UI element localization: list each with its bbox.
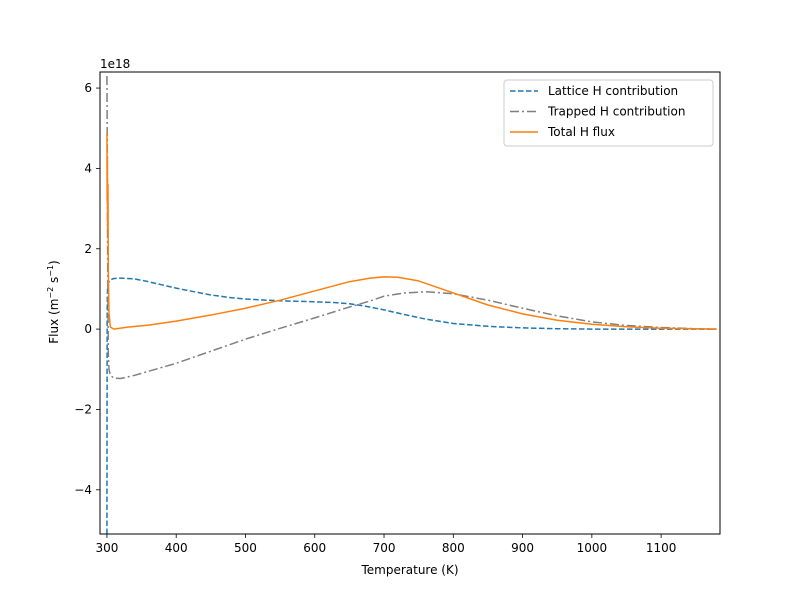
y-axis: −4 −2 0 2 4 6 (74, 81, 100, 497)
plot-frame (99, 71, 721, 535)
legend-label-1: Lattice H contribution (548, 84, 678, 98)
series-line-1 (106, 277, 717, 534)
y-tick-label: 0 (84, 322, 92, 336)
x-tick-label: 1100 (646, 541, 677, 555)
x-axis-label: Temperature (K) (360, 563, 458, 577)
x-tick-label: 600 (303, 541, 326, 555)
x-tick-label: 500 (234, 541, 257, 555)
y-tick-label: −4 (74, 483, 92, 497)
y-axis-label-exp2: −1 (46, 265, 55, 277)
series-line-3 (106, 132, 717, 330)
legend-label-3: Total H flux (547, 125, 615, 139)
y-tick-label: 6 (84, 81, 92, 95)
x-tick-label: 300 (95, 541, 118, 555)
y-axis-label-end: ) (47, 260, 61, 265)
series-layer (106, 76, 717, 534)
y-axis-label: Flux (m−2 s−1) (46, 260, 61, 344)
legend: Lattice H contribution Trapped H contribu… (503, 79, 714, 147)
legend-box (503, 79, 714, 147)
series-line-2 (106, 76, 717, 380)
y-offset-label: 1e18 (100, 57, 130, 71)
x-tick-label: 700 (373, 541, 396, 555)
x-tick-label: 1000 (577, 541, 608, 555)
x-tick-label: 900 (511, 541, 534, 555)
x-axis: 300 400 500 600 700 800 900 1000 1100 (95, 534, 676, 555)
y-axis-label-main: Flux (m (47, 299, 61, 344)
y-tick-label: −2 (74, 402, 92, 416)
x-tick-label: 400 (165, 541, 188, 555)
y-axis-label-mid: s (47, 277, 61, 287)
y-tick-label: 4 (84, 161, 92, 175)
y-tick-label: 2 (84, 242, 92, 256)
legend-label-2: Trapped H contribution (547, 105, 685, 119)
x-tick-label: 800 (442, 541, 465, 555)
y-axis-label-exp1: −2 (46, 287, 55, 299)
